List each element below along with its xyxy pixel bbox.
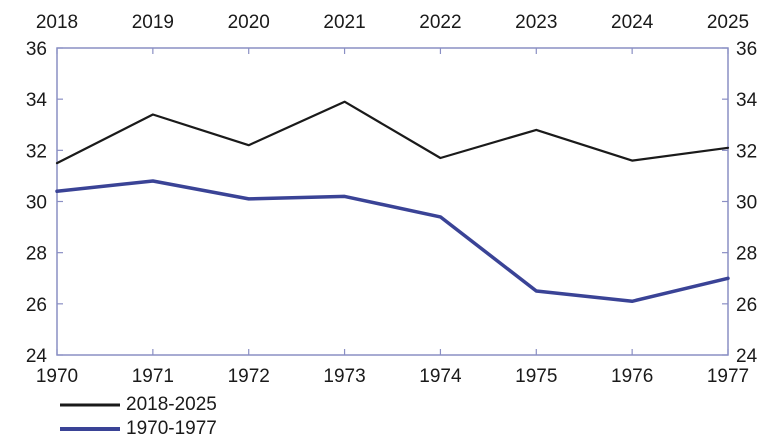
legend: 2018-2025 1970-1977 [60, 393, 217, 441]
y-tick-label-left: 30 [26, 193, 47, 214]
y-tick-label-right: 36 [736, 39, 757, 60]
x-tick-label-top: 2021 [323, 12, 365, 33]
y-tick-label-left: 34 [26, 90, 48, 111]
x-tick-label-top: 2020 [228, 12, 270, 33]
legend-label-2018-2025: 2018-2025 [126, 394, 217, 415]
legend-swatch-1970-1977 [60, 427, 120, 431]
y-tick-label-left: 32 [26, 141, 47, 162]
x-tick-label-bottom: 1973 [323, 366, 365, 387]
series-line-1970-1977 [55, 179, 730, 304]
y-tick-label-right: 26 [736, 295, 757, 316]
legend-label-1970-1977: 1970-1977 [126, 418, 217, 439]
y-tick-label-right: 32 [736, 141, 757, 162]
x-tick-label-top: 2024 [611, 12, 654, 33]
y-tick-label-right: 28 [736, 244, 757, 265]
y-tick-label-right: 34 [736, 90, 758, 111]
x-tick-label-bottom: 1971 [132, 366, 174, 387]
legend-swatch-2018-2025 [60, 403, 120, 407]
x-tick-label-top: 2022 [419, 12, 461, 33]
y-tick-label-right: 24 [736, 346, 758, 367]
legend-item-2018-2025: 2018-2025 [60, 393, 217, 417]
legend-item-1970-1977: 1970-1977 [60, 417, 217, 441]
y-tick-label-left: 36 [26, 39, 47, 60]
x-tick-label-bottom: 1976 [611, 366, 653, 387]
y-tick-label-left: 28 [26, 244, 47, 265]
x-tick-label-bottom: 1975 [515, 366, 557, 387]
series-line-2018-2025 [55, 100, 730, 165]
x-tick-label-bottom: 1974 [419, 366, 462, 387]
x-tick-label-bottom: 1970 [36, 366, 78, 387]
y-tick-label-left: 24 [26, 346, 48, 367]
x-tick-label-top: 2025 [707, 12, 749, 33]
x-tick-label-top: 2019 [132, 12, 174, 33]
x-tick-label-bottom: 1972 [228, 366, 270, 387]
y-tick-label-left: 26 [26, 295, 47, 316]
x-tick-label-top: 2018 [36, 12, 78, 33]
x-tick-label-bottom: 1977 [707, 366, 749, 387]
plot-frame [56, 47, 729, 356]
y-tick-label-right: 30 [736, 193, 757, 214]
x-tick-label-top: 2023 [515, 12, 557, 33]
